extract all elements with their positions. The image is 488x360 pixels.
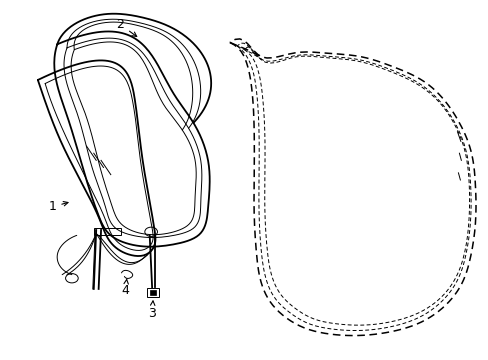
Bar (94, 228, 120, 235)
Text: 4: 4 (121, 279, 129, 297)
Bar (149, 290, 156, 295)
Text: 2: 2 (116, 18, 137, 36)
Text: 1: 1 (48, 200, 68, 213)
Bar (147, 288, 159, 297)
Text: 3: 3 (148, 301, 156, 320)
